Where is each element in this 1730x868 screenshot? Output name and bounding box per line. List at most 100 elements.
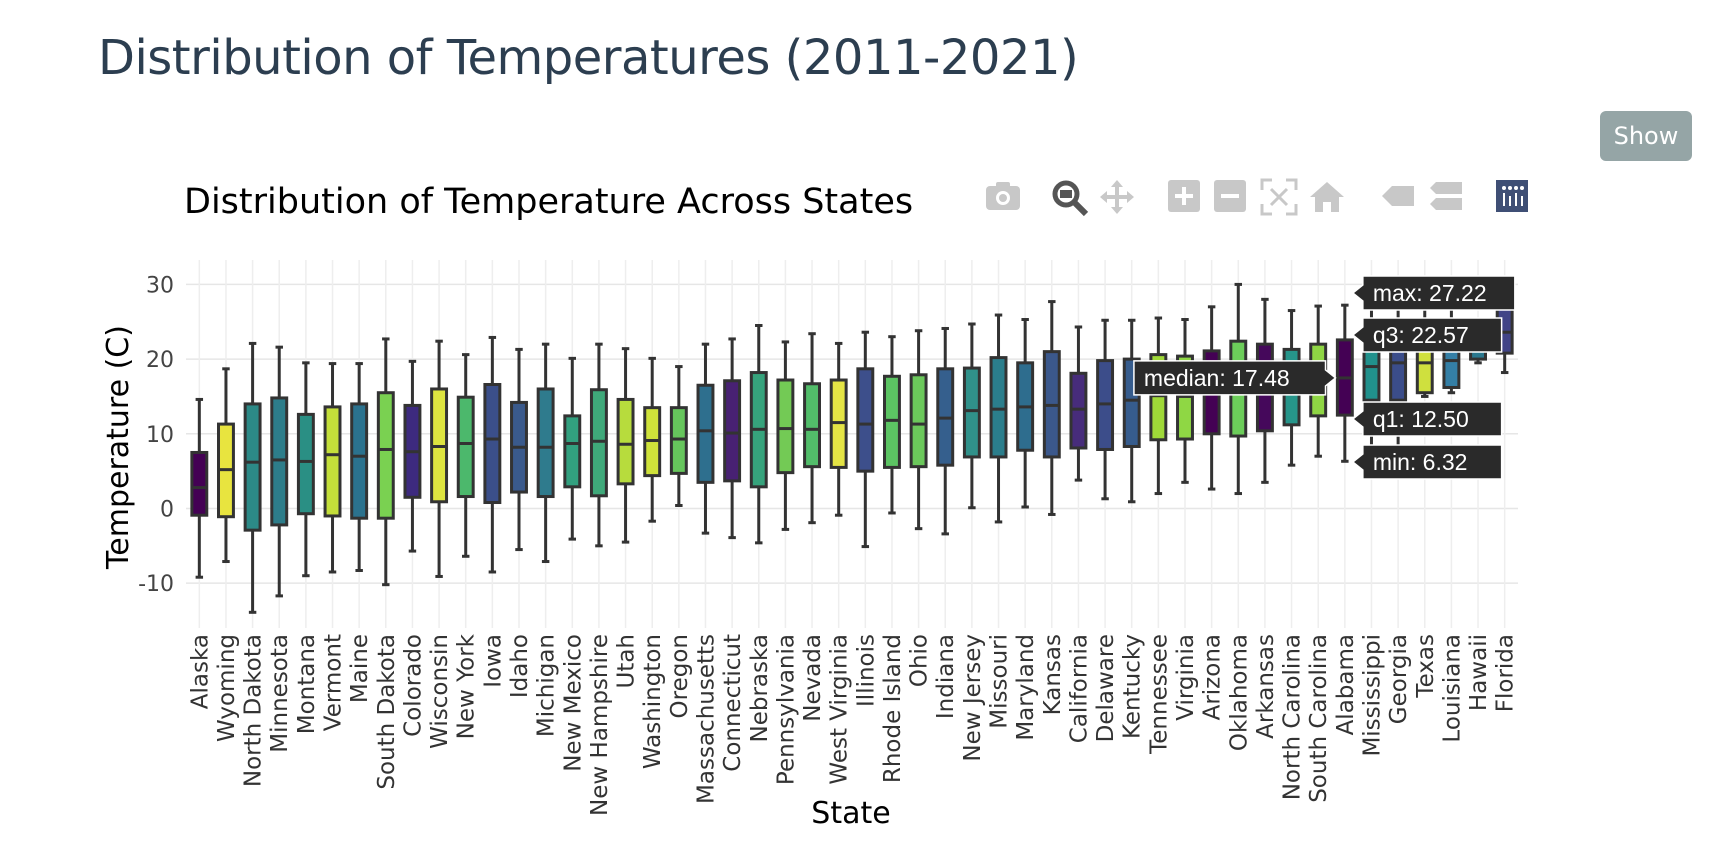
box-body bbox=[296, 412, 315, 516]
box-body bbox=[803, 382, 821, 469]
box-body bbox=[909, 373, 928, 469]
box-nebraska[interactable] bbox=[749, 323, 768, 545]
x-tick-label: Oklahoma bbox=[1226, 634, 1252, 751]
box-utah[interactable] bbox=[616, 347, 635, 544]
box-new-hampshire[interactable] bbox=[589, 342, 608, 548]
box-kentucky[interactable] bbox=[1122, 318, 1141, 504]
box-rhode-island[interactable] bbox=[883, 335, 901, 515]
reset-axes-icon[interactable] bbox=[1310, 182, 1344, 212]
pan-icon[interactable] bbox=[1100, 180, 1134, 214]
box-new-york[interactable] bbox=[456, 353, 475, 558]
x-tick-label: Illinois bbox=[853, 634, 879, 707]
hover-label-bg bbox=[1351, 275, 1516, 311]
plotly-logo-icon[interactable] bbox=[1496, 180, 1528, 212]
box-virginia[interactable] bbox=[1176, 318, 1194, 484]
x-tick-label: Arizona bbox=[1200, 634, 1226, 720]
box-montana[interactable] bbox=[296, 361, 315, 578]
box-north-dakota[interactable] bbox=[243, 341, 262, 614]
x-tick-label: Massachusetts bbox=[693, 634, 719, 804]
zoom-in-icon[interactable] bbox=[1168, 180, 1200, 212]
box-alaska[interactable] bbox=[190, 397, 209, 579]
x-tick-label: South Carolina bbox=[1306, 634, 1332, 803]
y-tick-label: 10 bbox=[146, 423, 174, 448]
hover-label-bg bbox=[1351, 317, 1503, 353]
x-axis-title: State bbox=[811, 796, 890, 831]
hover-label-q1: q1: 12.50 bbox=[1351, 401, 1503, 437]
box-oregon[interactable] bbox=[669, 365, 688, 508]
x-tick-label: Maryland bbox=[1013, 634, 1039, 741]
box-colorado[interactable] bbox=[403, 359, 422, 553]
box-body bbox=[456, 395, 475, 499]
hover-closest-icon[interactable] bbox=[1382, 186, 1414, 206]
box-west-virginia[interactable] bbox=[829, 341, 848, 517]
box-body bbox=[376, 391, 395, 520]
box-body bbox=[962, 366, 981, 459]
x-tick-label: North Carolina bbox=[1280, 634, 1306, 800]
box-pennsylvania[interactable] bbox=[776, 340, 795, 531]
x-tick-label: Ohio bbox=[907, 634, 933, 687]
x-tick-label: Indiana bbox=[933, 634, 959, 719]
box-body bbox=[350, 402, 369, 520]
box-maine[interactable] bbox=[350, 362, 369, 572]
zoom-out-icon[interactable] bbox=[1214, 180, 1246, 212]
x-tick-label: Colorado bbox=[400, 634, 426, 737]
box-massachusetts[interactable] bbox=[696, 342, 715, 535]
box-nevada[interactable] bbox=[803, 332, 821, 525]
x-tick-label: Minnesota bbox=[267, 634, 293, 753]
x-tick-label: New York bbox=[454, 633, 480, 739]
hover-label-bg bbox=[1133, 360, 1337, 396]
box-wyoming[interactable] bbox=[217, 367, 235, 564]
box-indiana[interactable] bbox=[936, 326, 955, 536]
x-tick-label: Maine bbox=[347, 634, 373, 703]
box-michigan[interactable] bbox=[536, 342, 555, 564]
box-alabama[interactable] bbox=[1335, 303, 1354, 463]
box-ohio[interactable] bbox=[909, 329, 928, 531]
box-washington[interactable] bbox=[643, 356, 662, 523]
box-maryland[interactable] bbox=[1016, 318, 1035, 509]
camera-icon[interactable] bbox=[986, 182, 1020, 210]
y-tick-label: 0 bbox=[160, 497, 174, 522]
box-missouri[interactable] bbox=[989, 313, 1008, 524]
x-tick-label: Vermont bbox=[321, 634, 347, 731]
box-tennessee[interactable] bbox=[1149, 316, 1168, 496]
zoom-icon[interactable] bbox=[1052, 180, 1089, 217]
autoscale-icon[interactable] bbox=[1260, 178, 1298, 216]
box-wisconsin[interactable] bbox=[430, 339, 449, 578]
x-tick-label: Michigan bbox=[534, 634, 560, 737]
box-california[interactable] bbox=[1069, 325, 1088, 482]
hover-label-text: q3: 22.57 bbox=[1373, 322, 1469, 348]
modebar bbox=[986, 178, 1528, 217]
x-tick-label: Washington bbox=[640, 634, 666, 769]
x-tick-label: Nevada bbox=[800, 634, 826, 722]
box-minnesota[interactable] bbox=[270, 345, 289, 598]
x-tick-label: Iowa bbox=[480, 634, 506, 688]
box-illinois[interactable] bbox=[856, 330, 875, 549]
x-tick-label: Louisiana bbox=[1439, 634, 1465, 743]
box-body bbox=[536, 387, 555, 499]
hover-label-min: min: 6.32 bbox=[1351, 444, 1503, 480]
x-tick-label: Florida bbox=[1493, 634, 1519, 712]
x-tick-label: Nebraska bbox=[747, 634, 773, 743]
box-iowa[interactable] bbox=[483, 335, 502, 574]
box-vermont[interactable] bbox=[323, 362, 342, 574]
x-tick-label: Tennessee bbox=[1146, 634, 1172, 755]
box-arizona[interactable] bbox=[1202, 305, 1221, 491]
box-idaho[interactable] bbox=[510, 347, 528, 552]
box-body bbox=[563, 414, 582, 489]
show-button[interactable]: Show bbox=[1600, 111, 1692, 161]
x-tick-label: Missouri bbox=[987, 634, 1013, 729]
x-tick-label: Alabama bbox=[1333, 634, 1359, 735]
box-new-mexico[interactable] bbox=[563, 356, 582, 541]
box-kansas[interactable] bbox=[1042, 300, 1061, 516]
x-tick-label: Rhode Island bbox=[880, 634, 906, 783]
x-tick-label: Kansas bbox=[1040, 634, 1066, 715]
hover-label-q3: q3: 22.57 bbox=[1351, 317, 1503, 353]
box-body bbox=[190, 450, 209, 517]
box-new-jersey[interactable] bbox=[962, 322, 981, 510]
hover-compare-icon[interactable] bbox=[1430, 182, 1462, 210]
box-south-dakota[interactable] bbox=[376, 337, 395, 587]
box-delaware[interactable] bbox=[1096, 318, 1115, 501]
box-connecticut[interactable] bbox=[723, 337, 742, 540]
x-tick-label: Arkansas bbox=[1253, 634, 1279, 739]
